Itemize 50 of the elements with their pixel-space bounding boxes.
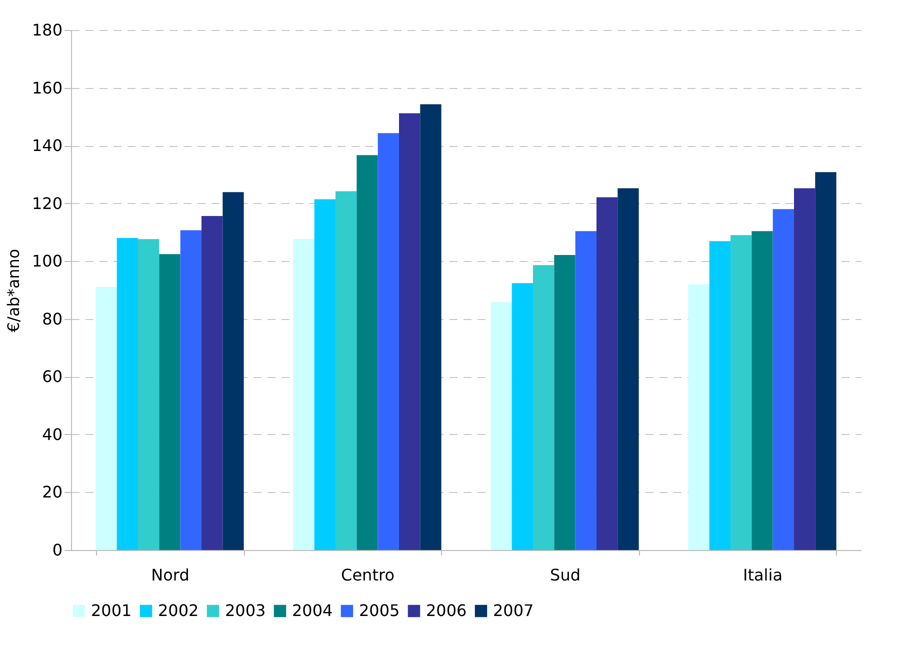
- y-tick-label: 180: [32, 20, 62, 40]
- bar: [159, 254, 180, 550]
- y-tick-label: 80: [42, 309, 62, 328]
- legend-label: 2007: [493, 601, 534, 620]
- bar: [772, 209, 794, 550]
- legend-label: 2006: [426, 601, 467, 620]
- bar: [575, 231, 596, 550]
- y-tick-label: 120: [32, 194, 62, 213]
- bar: [815, 172, 836, 550]
- bar: [688, 284, 710, 550]
- x-tick-label: Sud: [550, 566, 580, 584]
- bar: [138, 239, 160, 550]
- bar: [378, 133, 399, 550]
- bar: [420, 104, 442, 550]
- x-tick-label: Centro: [341, 566, 394, 584]
- bar: [490, 302, 512, 550]
- bar: [116, 238, 138, 550]
- y-tick-label: 20: [42, 482, 62, 502]
- y-axis-title: €/ab*anno: [4, 248, 23, 332]
- bar: [709, 241, 731, 550]
- bar: [794, 188, 816, 550]
- y-tick-label: 0: [52, 540, 62, 560]
- x-tick-label: Nord: [151, 566, 190, 584]
- bar: [554, 255, 576, 550]
- y-tick-label: 100: [32, 252, 62, 271]
- legend-label: 2004: [292, 601, 333, 620]
- y-tick-label: 140: [32, 136, 62, 156]
- bar: [512, 283, 534, 550]
- bar: [336, 191, 357, 550]
- bar: [96, 287, 117, 550]
- bar: [293, 239, 314, 550]
- y-tick-label: 60: [42, 367, 62, 386]
- x-tick-label: Italia: [743, 566, 782, 584]
- bar: [618, 188, 639, 550]
- legend-label: 2005: [359, 601, 400, 620]
- y-tick-label: 160: [32, 78, 62, 98]
- legend-label: 2002: [158, 601, 199, 620]
- bar: [201, 216, 223, 550]
- legend-label: 2001: [91, 601, 132, 620]
- legend-label: 2003: [225, 601, 266, 620]
- bar: [398, 113, 420, 550]
- bar: [533, 265, 554, 550]
- bar: [596, 197, 618, 550]
- bar: [180, 230, 202, 550]
- y-tick-label: 40: [42, 424, 62, 444]
- bar: [222, 192, 244, 550]
- bar: [752, 231, 773, 550]
- bar: [314, 199, 336, 550]
- bar: [730, 235, 752, 550]
- bar: [356, 155, 378, 550]
